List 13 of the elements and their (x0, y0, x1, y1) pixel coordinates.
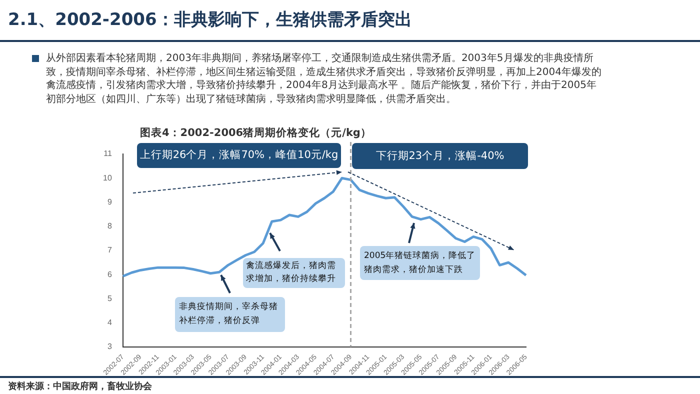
y-tick-label: 8 (107, 222, 112, 231)
y-tick-label: 6 (107, 270, 112, 279)
chart-subtitle: 从外部因素看本轮猪周期，2003年非典期间，养猪场屠宰停工，交通限制造成生猪供需矛盾。2003年5月爆发的非典疫情所致，疫情期间宰杀母猪、补栏停滞，地区间生猪运输受阻，造成生猪供求矛盾突出，导致猪价反弹明显，再加上2004年爆发的禽流感疫情，引发猪肉需求大增，导致猪价持续攀升，2004年8月达到最高水平 。随后产能恢复，猪价下行，并由于2005年初部分地区（如四川、广东等）出现了猪链球菌病，导致猪肉需求明显降低，供需矛盾突出。 (46, 52, 602, 106)
text: 图表4：2002-2006猪周期价格变化（元/kg） (140, 126, 372, 140)
y-tick-label: 7 (107, 246, 112, 255)
y-tick-label: 9 (107, 197, 112, 206)
y-tick-label: 11 (104, 149, 112, 158)
y-tick-label: 5 (107, 294, 112, 303)
y-tick-label: 4 (107, 318, 112, 327)
text: 资料来源：中国政府网，畜牧业协会 (8, 380, 153, 393)
y-tick-label: 10 (102, 173, 112, 182)
y-tick-label: 3 (107, 342, 112, 352)
chart-title: 2.1、2002-2006：非典影响下，生猪供需矛盾突出 (8, 9, 412, 31)
